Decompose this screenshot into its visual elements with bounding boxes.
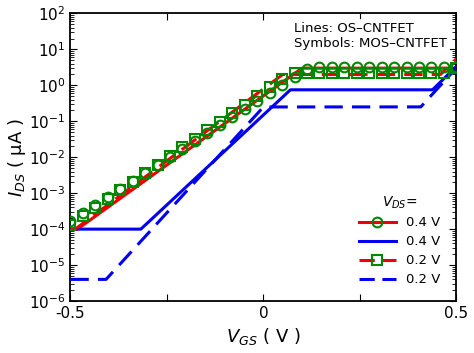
Legend: 0.4 V, 0.4 V, 0.2 V, 0.2 V: 0.4 V, 0.4 V, 0.2 V, 0.2 V [354,189,446,292]
Y-axis label: $I_{DS}$ ( μA ): $I_{DS}$ ( μA ) [6,118,27,197]
Text: Lines: OS–CNTFET
Symbols: MOS–CNTFET: Lines: OS–CNTFET Symbols: MOS–CNTFET [294,22,447,50]
X-axis label: $V_{GS}$ ( V ): $V_{GS}$ ( V ) [226,327,301,347]
